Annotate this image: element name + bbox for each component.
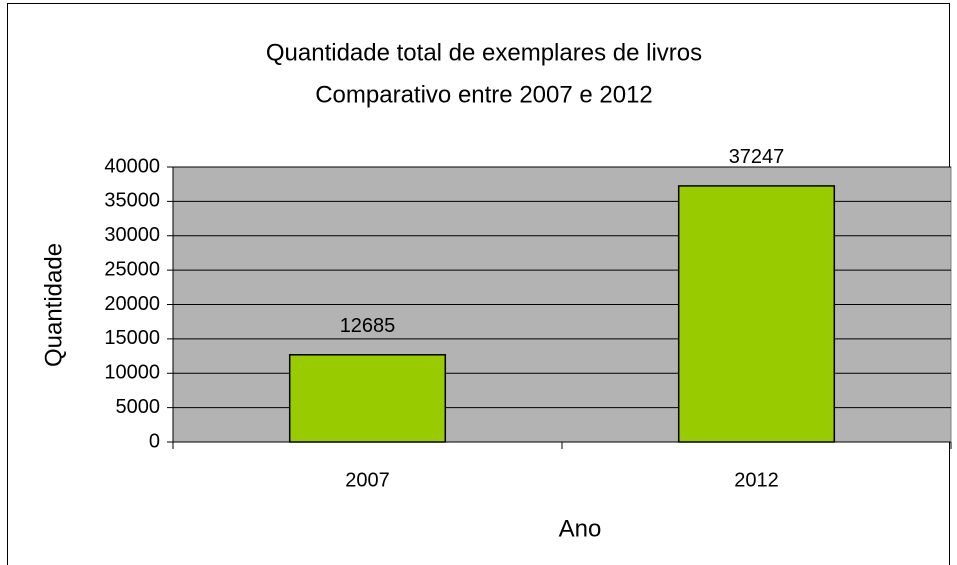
y-axis-title: Quantidade xyxy=(40,243,67,367)
data-label: 37247 xyxy=(729,146,785,168)
bar xyxy=(288,354,447,443)
y-tick-label: 20000 xyxy=(104,293,160,315)
x-tick-label: 2007 xyxy=(345,469,390,491)
y-tick-label: 5000 xyxy=(116,396,161,418)
y-tick-label: 25000 xyxy=(104,258,160,280)
y-tick-label: 0 xyxy=(149,430,160,452)
y-tick-label: 40000 xyxy=(104,155,160,177)
y-tick-label: 35000 xyxy=(104,190,160,212)
x-axis-title: Ano xyxy=(559,515,602,542)
y-tick-label: 30000 xyxy=(104,224,160,246)
chart-subtitle: Comparativo entre 2007 e 2012 xyxy=(315,81,653,108)
data-label: 12685 xyxy=(340,315,396,337)
chart-title: Quantidade total de exemplares de livros xyxy=(266,39,702,66)
bar xyxy=(677,185,836,443)
y-tick-label: 10000 xyxy=(104,362,160,384)
y-tick-label: 15000 xyxy=(104,327,160,349)
x-tick-label: 2012 xyxy=(734,469,779,491)
